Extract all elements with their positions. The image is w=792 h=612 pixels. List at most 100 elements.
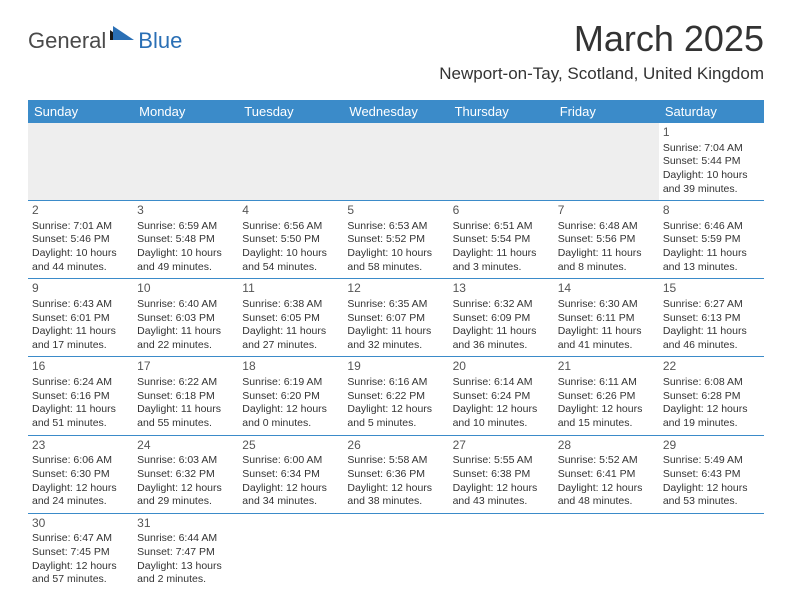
daylight-text: Daylight: 12 hours and 43 minutes. (453, 482, 550, 509)
daylight-text: Daylight: 11 hours and 41 minutes. (558, 325, 655, 352)
daylight-text: Daylight: 12 hours and 48 minutes. (558, 482, 655, 509)
calendar-cell (449, 123, 554, 201)
day-number: 28 (558, 438, 655, 454)
daylight-text: Daylight: 12 hours and 34 minutes. (242, 482, 339, 509)
day-number: 2 (32, 203, 129, 219)
daylight-text: Daylight: 12 hours and 0 minutes. (242, 403, 339, 430)
day-number: 27 (453, 438, 550, 454)
calendar-cell: 1Sunrise: 7:04 AMSunset: 5:44 PMDaylight… (659, 123, 764, 201)
sunrise-text: Sunrise: 7:01 AM (32, 220, 129, 234)
day-number: 25 (242, 438, 339, 454)
sunrise-text: Sunrise: 7:04 AM (663, 142, 760, 156)
calendar-cell (449, 513, 554, 591)
day-number: 18 (242, 359, 339, 375)
daylight-text: Daylight: 10 hours and 54 minutes. (242, 247, 339, 274)
day-number: 16 (32, 359, 129, 375)
sunrise-text: Sunrise: 6:08 AM (663, 376, 760, 390)
sunrise-text: Sunrise: 6:48 AM (558, 220, 655, 234)
calendar-cell: 18Sunrise: 6:19 AMSunset: 6:20 PMDayligh… (238, 357, 343, 435)
sunrise-text: Sunrise: 6:40 AM (137, 298, 234, 312)
calendar-cell: 30Sunrise: 6:47 AMSunset: 7:45 PMDayligh… (28, 513, 133, 591)
daylight-text: Daylight: 10 hours and 44 minutes. (32, 247, 129, 274)
calendar-cell: 3Sunrise: 6:59 AMSunset: 5:48 PMDaylight… (133, 201, 238, 279)
calendar-cell: 29Sunrise: 5:49 AMSunset: 6:43 PMDayligh… (659, 435, 764, 513)
calendar-cell: 24Sunrise: 6:03 AMSunset: 6:32 PMDayligh… (133, 435, 238, 513)
day-number: 29 (663, 438, 760, 454)
daylight-text: Daylight: 13 hours and 2 minutes. (137, 560, 234, 587)
sunrise-text: Sunrise: 6:30 AM (558, 298, 655, 312)
calendar-row: 16Sunrise: 6:24 AMSunset: 6:16 PMDayligh… (28, 357, 764, 435)
calendar-cell: 26Sunrise: 5:58 AMSunset: 6:36 PMDayligh… (343, 435, 448, 513)
calendar-row: 9Sunrise: 6:43 AMSunset: 6:01 PMDaylight… (28, 279, 764, 357)
calendar-cell: 11Sunrise: 6:38 AMSunset: 6:05 PMDayligh… (238, 279, 343, 357)
calendar-row: 23Sunrise: 6:06 AMSunset: 6:30 PMDayligh… (28, 435, 764, 513)
calendar-cell: 8Sunrise: 6:46 AMSunset: 5:59 PMDaylight… (659, 201, 764, 279)
day-number: 3 (137, 203, 234, 219)
logo: General Blue (28, 26, 182, 55)
day-number: 31 (137, 516, 234, 532)
calendar-cell (343, 123, 448, 201)
calendar-row: 2Sunrise: 7:01 AMSunset: 5:46 PMDaylight… (28, 201, 764, 279)
calendar-cell: 31Sunrise: 6:44 AMSunset: 7:47 PMDayligh… (133, 513, 238, 591)
flag-icon (110, 26, 136, 49)
sunrise-text: Sunrise: 6:59 AM (137, 220, 234, 234)
sunset-text: Sunset: 6:32 PM (137, 468, 234, 482)
sunset-text: Sunset: 6:09 PM (453, 312, 550, 326)
sunrise-text: Sunrise: 6:14 AM (453, 376, 550, 390)
sunset-text: Sunset: 6:36 PM (347, 468, 444, 482)
sunrise-text: Sunrise: 6:19 AM (242, 376, 339, 390)
daylight-text: Daylight: 12 hours and 19 minutes. (663, 403, 760, 430)
calendar-cell: 25Sunrise: 6:00 AMSunset: 6:34 PMDayligh… (238, 435, 343, 513)
calendar-cell (238, 123, 343, 201)
daylight-text: Daylight: 12 hours and 15 minutes. (558, 403, 655, 430)
day-number: 13 (453, 281, 550, 297)
sunrise-text: Sunrise: 6:53 AM (347, 220, 444, 234)
day-header: Wednesday (343, 100, 448, 123)
title-block: March 2025 Newport-on-Tay, Scotland, Uni… (439, 18, 764, 84)
sunrise-text: Sunrise: 6:43 AM (32, 298, 129, 312)
day-number: 15 (663, 281, 760, 297)
day-header: Saturday (659, 100, 764, 123)
sunset-text: Sunset: 5:48 PM (137, 233, 234, 247)
sunset-text: Sunset: 5:46 PM (32, 233, 129, 247)
calendar-cell (28, 123, 133, 201)
daylight-text: Daylight: 11 hours and 8 minutes. (558, 247, 655, 274)
daylight-text: Daylight: 11 hours and 51 minutes. (32, 403, 129, 430)
sunset-text: Sunset: 6:34 PM (242, 468, 339, 482)
sunset-text: Sunset: 5:56 PM (558, 233, 655, 247)
daylight-text: Daylight: 11 hours and 32 minutes. (347, 325, 444, 352)
day-number: 22 (663, 359, 760, 375)
sunrise-text: Sunrise: 6:46 AM (663, 220, 760, 234)
daylight-text: Daylight: 12 hours and 5 minutes. (347, 403, 444, 430)
calendar-cell (343, 513, 448, 591)
daylight-text: Daylight: 11 hours and 22 minutes. (137, 325, 234, 352)
daylight-text: Daylight: 12 hours and 53 minutes. (663, 482, 760, 509)
location: Newport-on-Tay, Scotland, United Kingdom (439, 64, 764, 84)
day-number: 14 (558, 281, 655, 297)
sunset-text: Sunset: 6:03 PM (137, 312, 234, 326)
daylight-text: Daylight: 11 hours and 55 minutes. (137, 403, 234, 430)
day-number: 10 (137, 281, 234, 297)
sunrise-text: Sunrise: 6:38 AM (242, 298, 339, 312)
calendar-cell (133, 123, 238, 201)
sunrise-text: Sunrise: 5:58 AM (347, 454, 444, 468)
day-number: 21 (558, 359, 655, 375)
calendar-cell: 16Sunrise: 6:24 AMSunset: 6:16 PMDayligh… (28, 357, 133, 435)
day-number: 5 (347, 203, 444, 219)
calendar-cell: 20Sunrise: 6:14 AMSunset: 6:24 PMDayligh… (449, 357, 554, 435)
sunset-text: Sunset: 5:50 PM (242, 233, 339, 247)
calendar-cell: 4Sunrise: 6:56 AMSunset: 5:50 PMDaylight… (238, 201, 343, 279)
sunset-text: Sunset: 7:45 PM (32, 546, 129, 560)
sunrise-text: Sunrise: 6:56 AM (242, 220, 339, 234)
sunrise-text: Sunrise: 6:51 AM (453, 220, 550, 234)
sunrise-text: Sunrise: 6:16 AM (347, 376, 444, 390)
sunset-text: Sunset: 5:52 PM (347, 233, 444, 247)
daylight-text: Daylight: 11 hours and 13 minutes. (663, 247, 760, 274)
calendar-cell: 6Sunrise: 6:51 AMSunset: 5:54 PMDaylight… (449, 201, 554, 279)
sunset-text: Sunset: 6:38 PM (453, 468, 550, 482)
daylight-text: Daylight: 10 hours and 58 minutes. (347, 247, 444, 274)
day-number: 23 (32, 438, 129, 454)
sunset-text: Sunset: 6:24 PM (453, 390, 550, 404)
logo-text-blue: Blue (138, 28, 182, 54)
sunset-text: Sunset: 6:41 PM (558, 468, 655, 482)
